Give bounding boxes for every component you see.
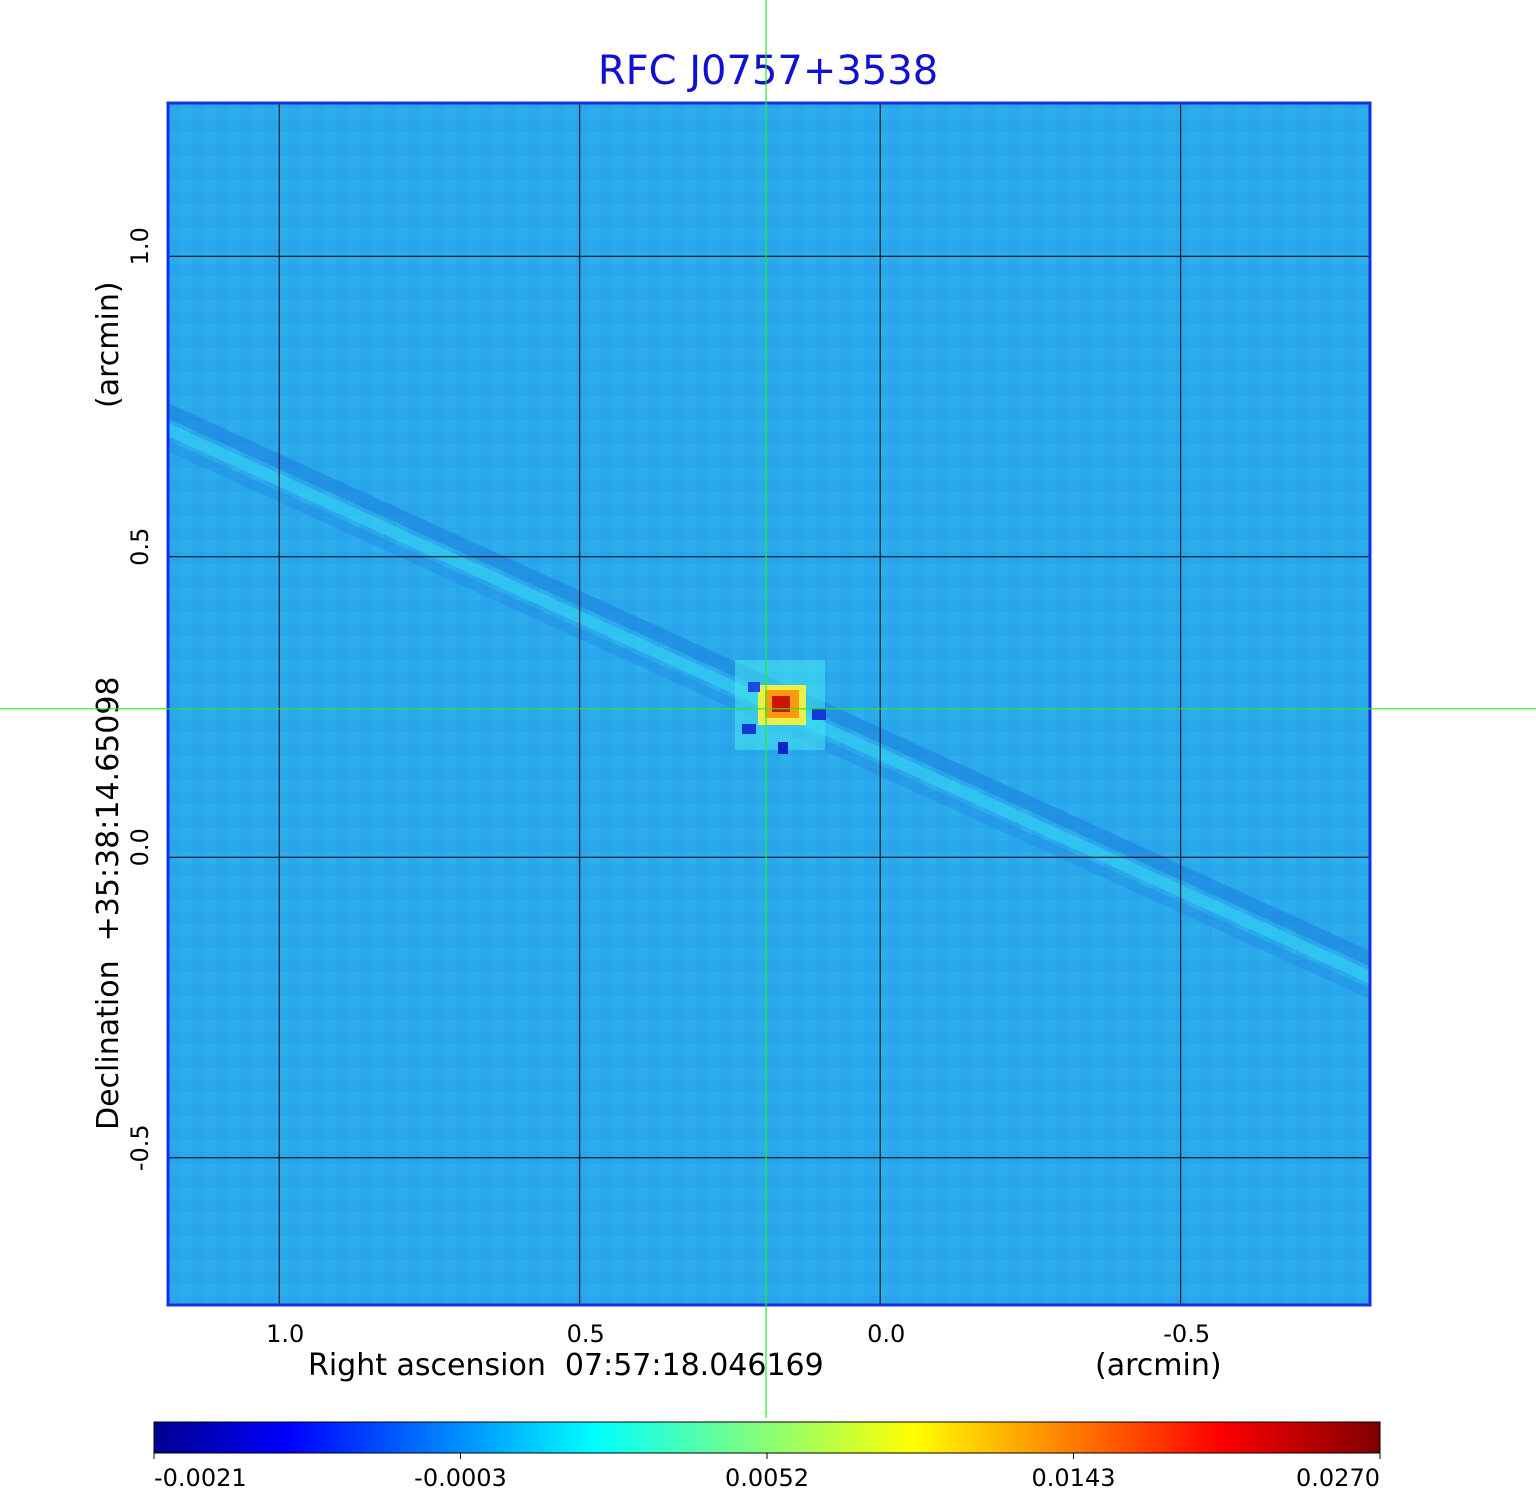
colorbar-tick-label: -0.0021 [154,1464,247,1492]
y-tick-label: 1.0 [126,227,154,265]
x-tick-label: 1.0 [266,1320,304,1348]
chart-title: RFC J0757+3538 [598,48,938,94]
colorbar-tick-label: 0.0143 [1032,1464,1116,1492]
core-peak [772,696,790,712]
x-tick-labels: 1.0 0.5 0.0 -0.5 [266,1320,1210,1348]
map-frame [166,101,1372,1307]
x-axis-label: Right ascension 07:57:18.046169 [308,1348,824,1383]
y-tick-labels: 1.0 0.5 0.0 -0.5 [126,227,154,1171]
x-tick-label: -0.5 [1163,1320,1210,1348]
colorbar-tick-label: 0.0052 [725,1464,809,1492]
x-tick-label: 0.5 [567,1320,605,1348]
y-tick-label: -0.5 [126,1124,154,1171]
y-tick-label: 0.5 [126,528,154,566]
x-tick-label: 0.0 [867,1320,905,1348]
coordinate-grid [168,103,1370,1305]
colorbar [153,1421,1381,1454]
y-tick-label: 0.0 [126,828,154,866]
core-neg-1 [778,742,788,754]
colorbar-tick-label: 0.0270 [1296,1464,1380,1492]
y-axis-label: Declination +35:38:14.65098 [91,676,126,1130]
colorbar-ticks: -0.0021 -0.0003 0.0052 0.0143 0.0270 [153,1453,1381,1492]
sidelobe-stripe-dark [168,395,1370,1031]
core-neg-2 [742,724,756,734]
y-axis-unit: (arcmin) [91,281,126,408]
map-area [168,103,1370,1305]
colorbar-tick-label: -0.0003 [414,1464,507,1492]
core-neg-3 [812,708,826,720]
source-core [735,660,826,754]
x-axis-unit: (arcmin) [1095,1348,1222,1383]
core-neg-4 [748,682,760,692]
